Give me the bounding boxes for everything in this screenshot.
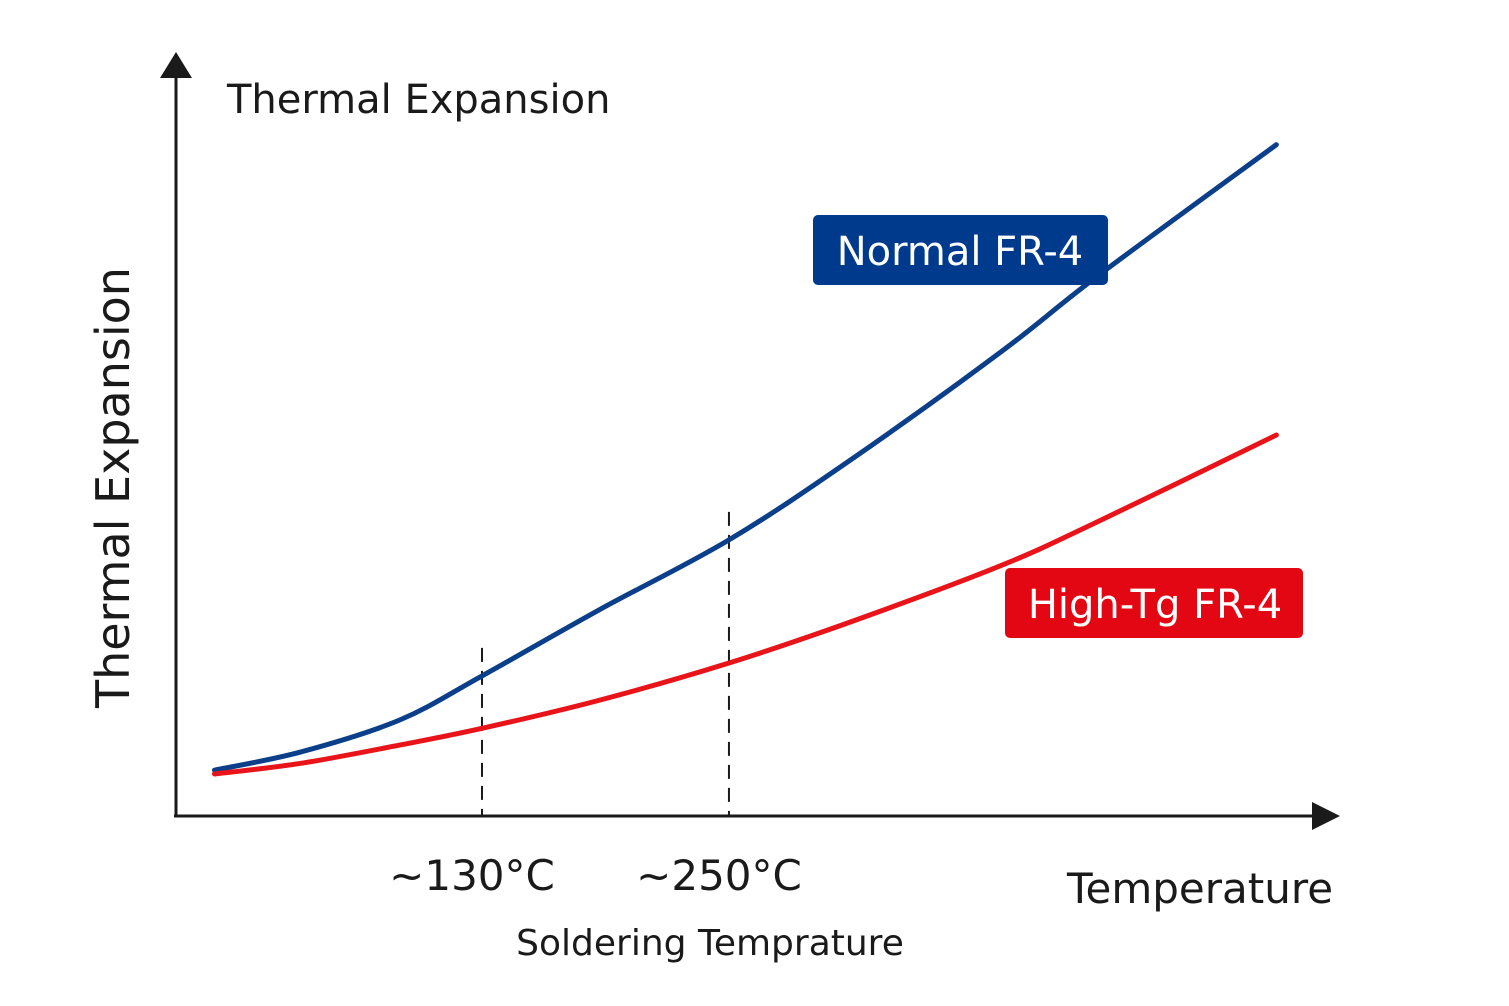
chart-title: Thermal Expansion bbox=[226, 77, 610, 123]
legend-normal-fr4-box bbox=[813, 215, 1108, 285]
legend-normal-fr4-label: Normal FR-4 bbox=[837, 229, 1084, 275]
legend-high-tg-fr4: High-Tg FR-4 bbox=[1005, 568, 1303, 638]
x-axis-arrow-icon bbox=[1312, 802, 1340, 830]
legend-high-tg-fr4-box bbox=[1005, 568, 1303, 638]
x-annotation: Soldering Temprature bbox=[516, 923, 904, 964]
legend-high-tg-fr4-label: High-Tg FR-4 bbox=[1028, 582, 1282, 628]
series-line-normal-fr4 bbox=[211, 142, 1279, 773]
legend-normal-fr4: Normal FR-4 bbox=[813, 215, 1108, 285]
x-tick-label-130: ~130°C bbox=[389, 851, 555, 900]
y-axis-label: Thermal Expansion bbox=[86, 267, 140, 709]
y-axis-arrow-icon bbox=[160, 52, 192, 78]
x-tick-label-250: ~250°C bbox=[636, 851, 802, 900]
series-line-high-tg-fr4 bbox=[211, 432, 1279, 777]
x-axis-label: Temperature bbox=[1066, 864, 1333, 913]
